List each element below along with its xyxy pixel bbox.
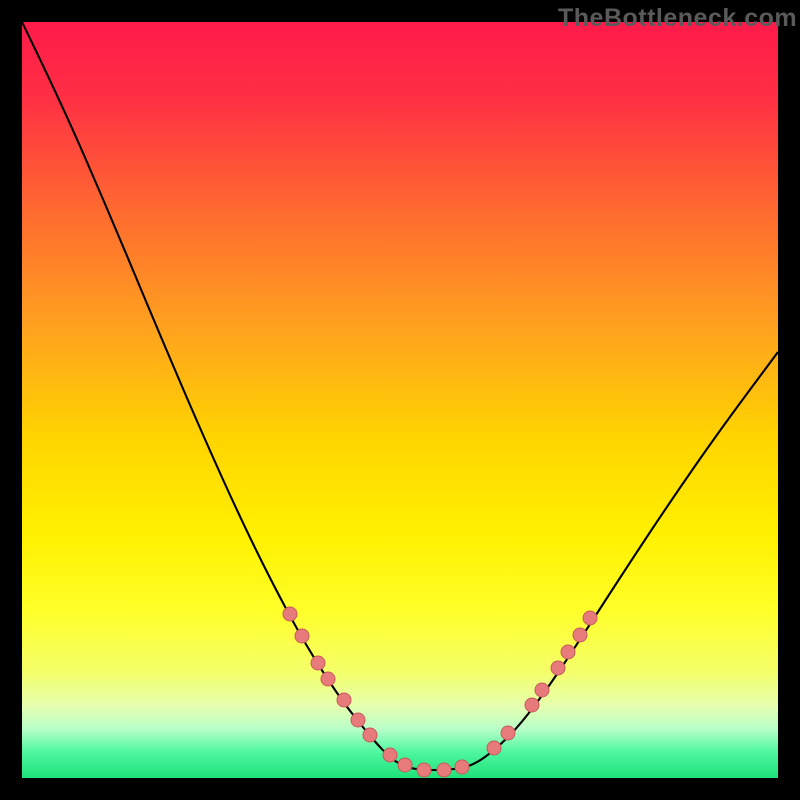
data-marker — [383, 748, 397, 762]
watermark-text: TheBottleneck.com — [558, 4, 797, 33]
data-marker — [417, 763, 431, 777]
chart-frame — [0, 0, 800, 800]
data-marker — [455, 760, 469, 774]
bottleneck-chart — [0, 0, 800, 800]
data-marker — [351, 713, 365, 727]
data-marker — [321, 672, 335, 686]
data-marker — [525, 698, 539, 712]
data-marker — [363, 728, 377, 742]
data-marker — [501, 726, 515, 740]
data-marker — [573, 628, 587, 642]
data-marker — [535, 683, 549, 697]
data-marker — [283, 607, 297, 621]
data-marker — [551, 661, 565, 675]
data-marker — [583, 611, 597, 625]
data-marker — [311, 656, 325, 670]
data-marker — [487, 741, 501, 755]
data-marker — [437, 763, 451, 777]
gradient-background — [22, 22, 778, 778]
data-marker — [337, 693, 351, 707]
data-marker — [295, 629, 309, 643]
data-marker — [398, 758, 412, 772]
data-marker — [561, 645, 575, 659]
